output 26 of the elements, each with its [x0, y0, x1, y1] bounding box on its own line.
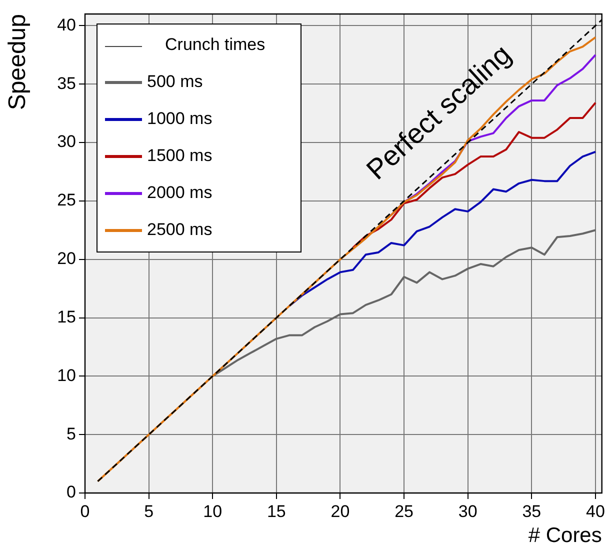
legend-title: Crunch times: [165, 35, 266, 54]
y-tick-label: 35: [57, 74, 76, 93]
y-tick-label: 20: [57, 249, 76, 268]
y-tick-label: 10: [57, 366, 76, 385]
legend-label: 500 ms: [147, 72, 203, 92]
x-tick-label: 35: [522, 502, 542, 521]
x-tick-label: 10: [203, 502, 222, 521]
legend-label: 2500 ms: [147, 220, 212, 240]
x-tick-label: 40: [586, 502, 605, 521]
y-tick-label: 5: [66, 424, 76, 444]
y-tick-label: 30: [57, 132, 76, 152]
x-tick-label: 25: [394, 502, 414, 521]
y-tick-label: 40: [57, 15, 76, 34]
y-tick-label: 25: [57, 190, 76, 210]
y-tick-label: 0: [66, 482, 76, 502]
legend-label: 1000 ms: [147, 109, 212, 128]
y-tick-label: 15: [57, 307, 76, 326]
x-tick-label: 0: [80, 502, 90, 521]
x-tick-label: 5: [144, 502, 154, 521]
x-tick-label: 30: [458, 502, 478, 521]
legend-label: 1500 ms: [147, 146, 212, 166]
x-tick-label: 15: [266, 502, 286, 521]
y-axis-title: Speedup: [4, 14, 32, 110]
legend-label: 2000 ms: [147, 183, 212, 202]
x-tick-label: 20: [330, 502, 350, 521]
x-axis-title: # Cores: [528, 524, 602, 548]
